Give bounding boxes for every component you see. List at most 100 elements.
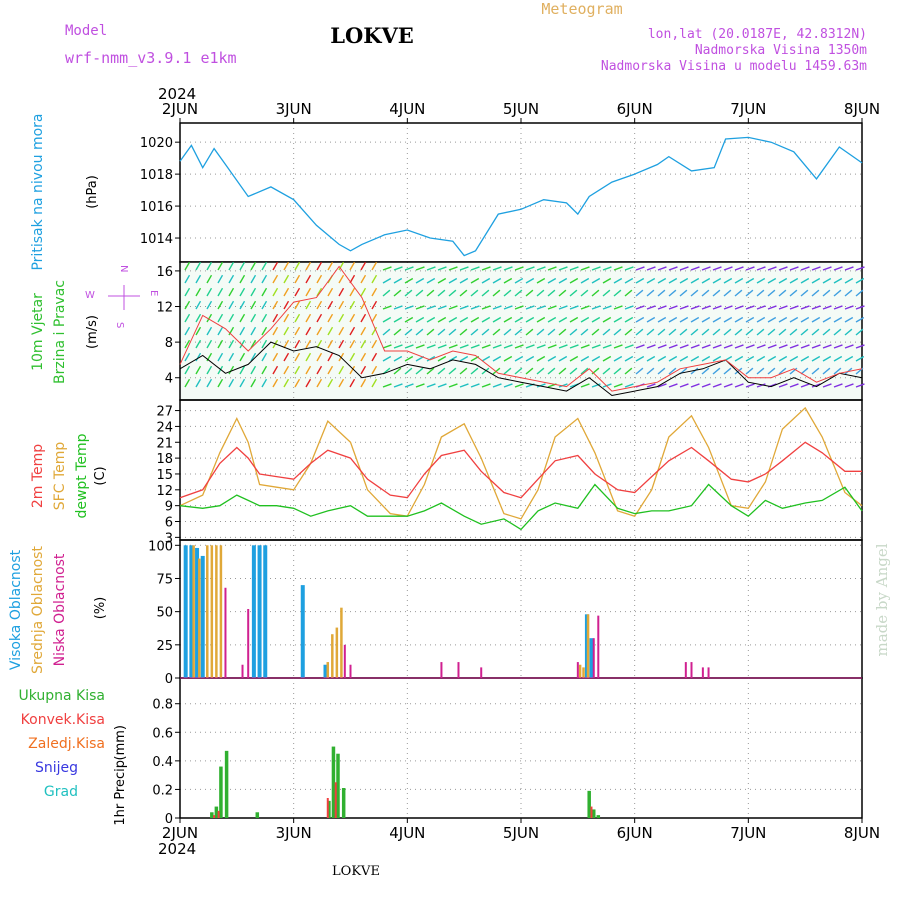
x-tick-label-top: 6JUN — [617, 100, 653, 118]
wind-barb — [547, 266, 557, 271]
wind-barb — [349, 378, 356, 388]
wind-barb — [811, 305, 821, 310]
wind-barb — [459, 266, 469, 271]
wind-barb — [349, 300, 356, 310]
wind-barb — [404, 277, 414, 284]
wind-barb — [481, 355, 491, 362]
wind-barb — [635, 367, 644, 375]
wind-barb — [646, 289, 655, 297]
wind-barb — [767, 344, 777, 349]
wind-barb — [404, 316, 414, 323]
y-tick-label: 1020 — [140, 136, 173, 151]
wind-barb — [503, 383, 513, 388]
wind-barb — [789, 277, 799, 284]
wind-barb — [239, 365, 246, 375]
wind-barb — [547, 316, 557, 323]
wind-barb — [723, 367, 732, 375]
precip-legend-item: Grad — [44, 784, 78, 800]
wind-barb — [569, 316, 579, 323]
wind-barb — [558, 344, 568, 349]
wind-barb — [305, 274, 312, 284]
wind-barb — [635, 266, 645, 271]
wind-barb — [415, 266, 425, 271]
wind-barb — [206, 274, 213, 284]
wind-barb — [690, 328, 699, 336]
high-cloud-bar — [195, 547, 200, 678]
wind-barb — [217, 274, 224, 284]
wind-barb — [624, 305, 634, 310]
wind-barb — [767, 367, 776, 375]
wind-barb — [217, 313, 224, 323]
wind-barb — [591, 344, 601, 349]
wind-barb — [833, 383, 843, 388]
wind-barb — [811, 316, 821, 323]
wind-barb — [371, 326, 378, 336]
wind-barb — [624, 355, 634, 362]
wind-barb — [833, 305, 843, 310]
wind-barb — [624, 277, 634, 284]
wind-barb — [272, 378, 279, 388]
wind-barb — [283, 378, 290, 388]
wind-barb — [690, 305, 700, 310]
wind-barb — [547, 367, 556, 375]
wind-barb — [789, 367, 798, 375]
wind-barb — [250, 287, 257, 297]
wind-barb — [492, 277, 502, 284]
wind-barb — [745, 367, 754, 375]
wind-barb — [657, 383, 667, 388]
wind-barb — [206, 287, 213, 297]
wind-barb — [184, 300, 191, 310]
model-value: wrf-nmm_v3.9.1 e1km — [65, 49, 237, 67]
y-tick-label: 24 — [156, 420, 173, 435]
wind-barb — [547, 277, 557, 284]
wind-barb — [701, 316, 711, 323]
wind-barb — [316, 365, 323, 375]
wind-barb — [679, 289, 688, 297]
wind-barb — [690, 355, 700, 362]
wind-barb — [547, 344, 557, 349]
wind-barb — [536, 277, 546, 284]
wind-barb — [305, 287, 312, 297]
precip-legend-item: Ukupna Kisa — [18, 688, 105, 704]
mid-cloud-bar — [582, 667, 585, 678]
wind-barb — [195, 365, 202, 375]
wind-barb — [437, 383, 447, 388]
wind-barb — [206, 339, 213, 349]
wind-barb — [536, 355, 546, 362]
wind-barb — [371, 365, 378, 375]
wind-barb — [580, 367, 589, 375]
wind-barb — [360, 300, 367, 310]
wind-barb — [767, 266, 777, 271]
wind-barb — [602, 266, 612, 271]
wind-barb — [393, 266, 403, 271]
pressure-unit: (hPa) — [85, 175, 100, 209]
precip-legend: Ukupna Kisa Konvek.Kisa Zaledj.Kisa Snijeg G… — [18, 688, 105, 800]
wind-barb — [789, 355, 799, 362]
wind-barb — [778, 367, 787, 375]
wind-barb — [580, 316, 590, 323]
wind-barb — [360, 352, 367, 362]
wind-barb — [283, 274, 290, 284]
wind-barb — [206, 378, 213, 388]
wind-barb — [360, 287, 367, 297]
wind-barb — [217, 365, 224, 375]
wind-barb — [360, 261, 367, 271]
wind-barb — [228, 300, 235, 310]
wind-barb — [767, 355, 777, 362]
wind-barb — [822, 277, 832, 284]
wind-barb — [327, 365, 334, 375]
wind-barb — [327, 287, 334, 297]
wind-barb — [668, 328, 677, 336]
wind-barb — [294, 287, 301, 297]
wind-barb — [646, 277, 656, 284]
wind-barb — [371, 274, 378, 284]
wind-barb — [283, 339, 290, 349]
wind-barb — [745, 289, 754, 297]
wind-gust-line — [179, 265, 863, 392]
wind-barb — [514, 355, 524, 362]
y-tick-label: 6 — [165, 516, 173, 531]
wind-barb — [437, 355, 447, 362]
wind-barb — [833, 266, 843, 271]
wind-barb — [536, 328, 545, 336]
wind-barb — [701, 266, 711, 271]
